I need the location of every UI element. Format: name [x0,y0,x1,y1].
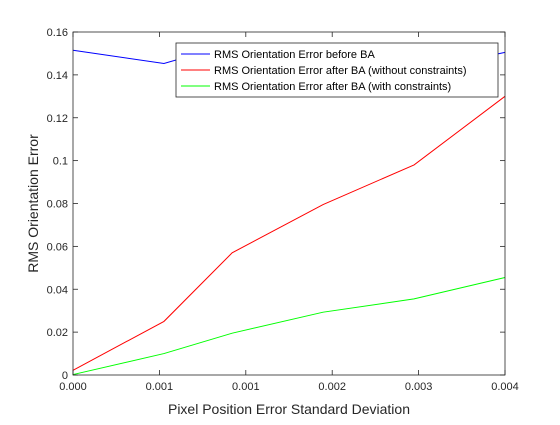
y-axis-ticks: 0 0.02 0.04 0.06 0.08 0.1 0.12 0.14 0.16 [47,27,505,382]
y-tick-label: 0.04 [47,284,68,296]
legend: RMS Orientation Error before BA RMS Orien… [175,42,499,98]
y-tick-label: 0 [62,370,68,382]
legend-box [175,42,499,98]
series-line-2 [72,95,506,371]
y-tick-label: 0.02 [47,327,68,339]
series-line-3 [72,276,506,376]
x-tick-label: 0.001 [232,381,260,393]
x-tick-label: 0.002 [318,381,346,393]
y-tick-label: 0.16 [47,27,68,39]
y-tick-label: 0.12 [47,113,68,125]
y-axis-label: RMS Orientation Error [25,134,41,273]
y-tick-label: 0.06 [47,241,68,253]
y-tick-label: 0.1 [53,156,68,168]
legend-entry: RMS Orientation Error after BA (with con… [214,81,451,93]
y-tick-label: 0.08 [47,199,68,211]
x-axis-label: Pixel Position Error Standard Deviation [168,401,410,417]
x-tick-label: 0.001 [146,381,174,393]
x-tick-label: 0.000 [59,381,87,393]
x-tick-label: 0.003 [405,381,433,393]
y-tick-label: 0.14 [47,70,68,82]
legend-entry: RMS Orientation Error after BA (without … [214,65,466,77]
x-axis-ticks: 0.000 0.001 0.001 0.002 0.003 0.004 [59,32,519,393]
legend-entry: RMS Orientation Error before BA [214,49,375,61]
x-tick-label: 0.004 [491,381,519,393]
